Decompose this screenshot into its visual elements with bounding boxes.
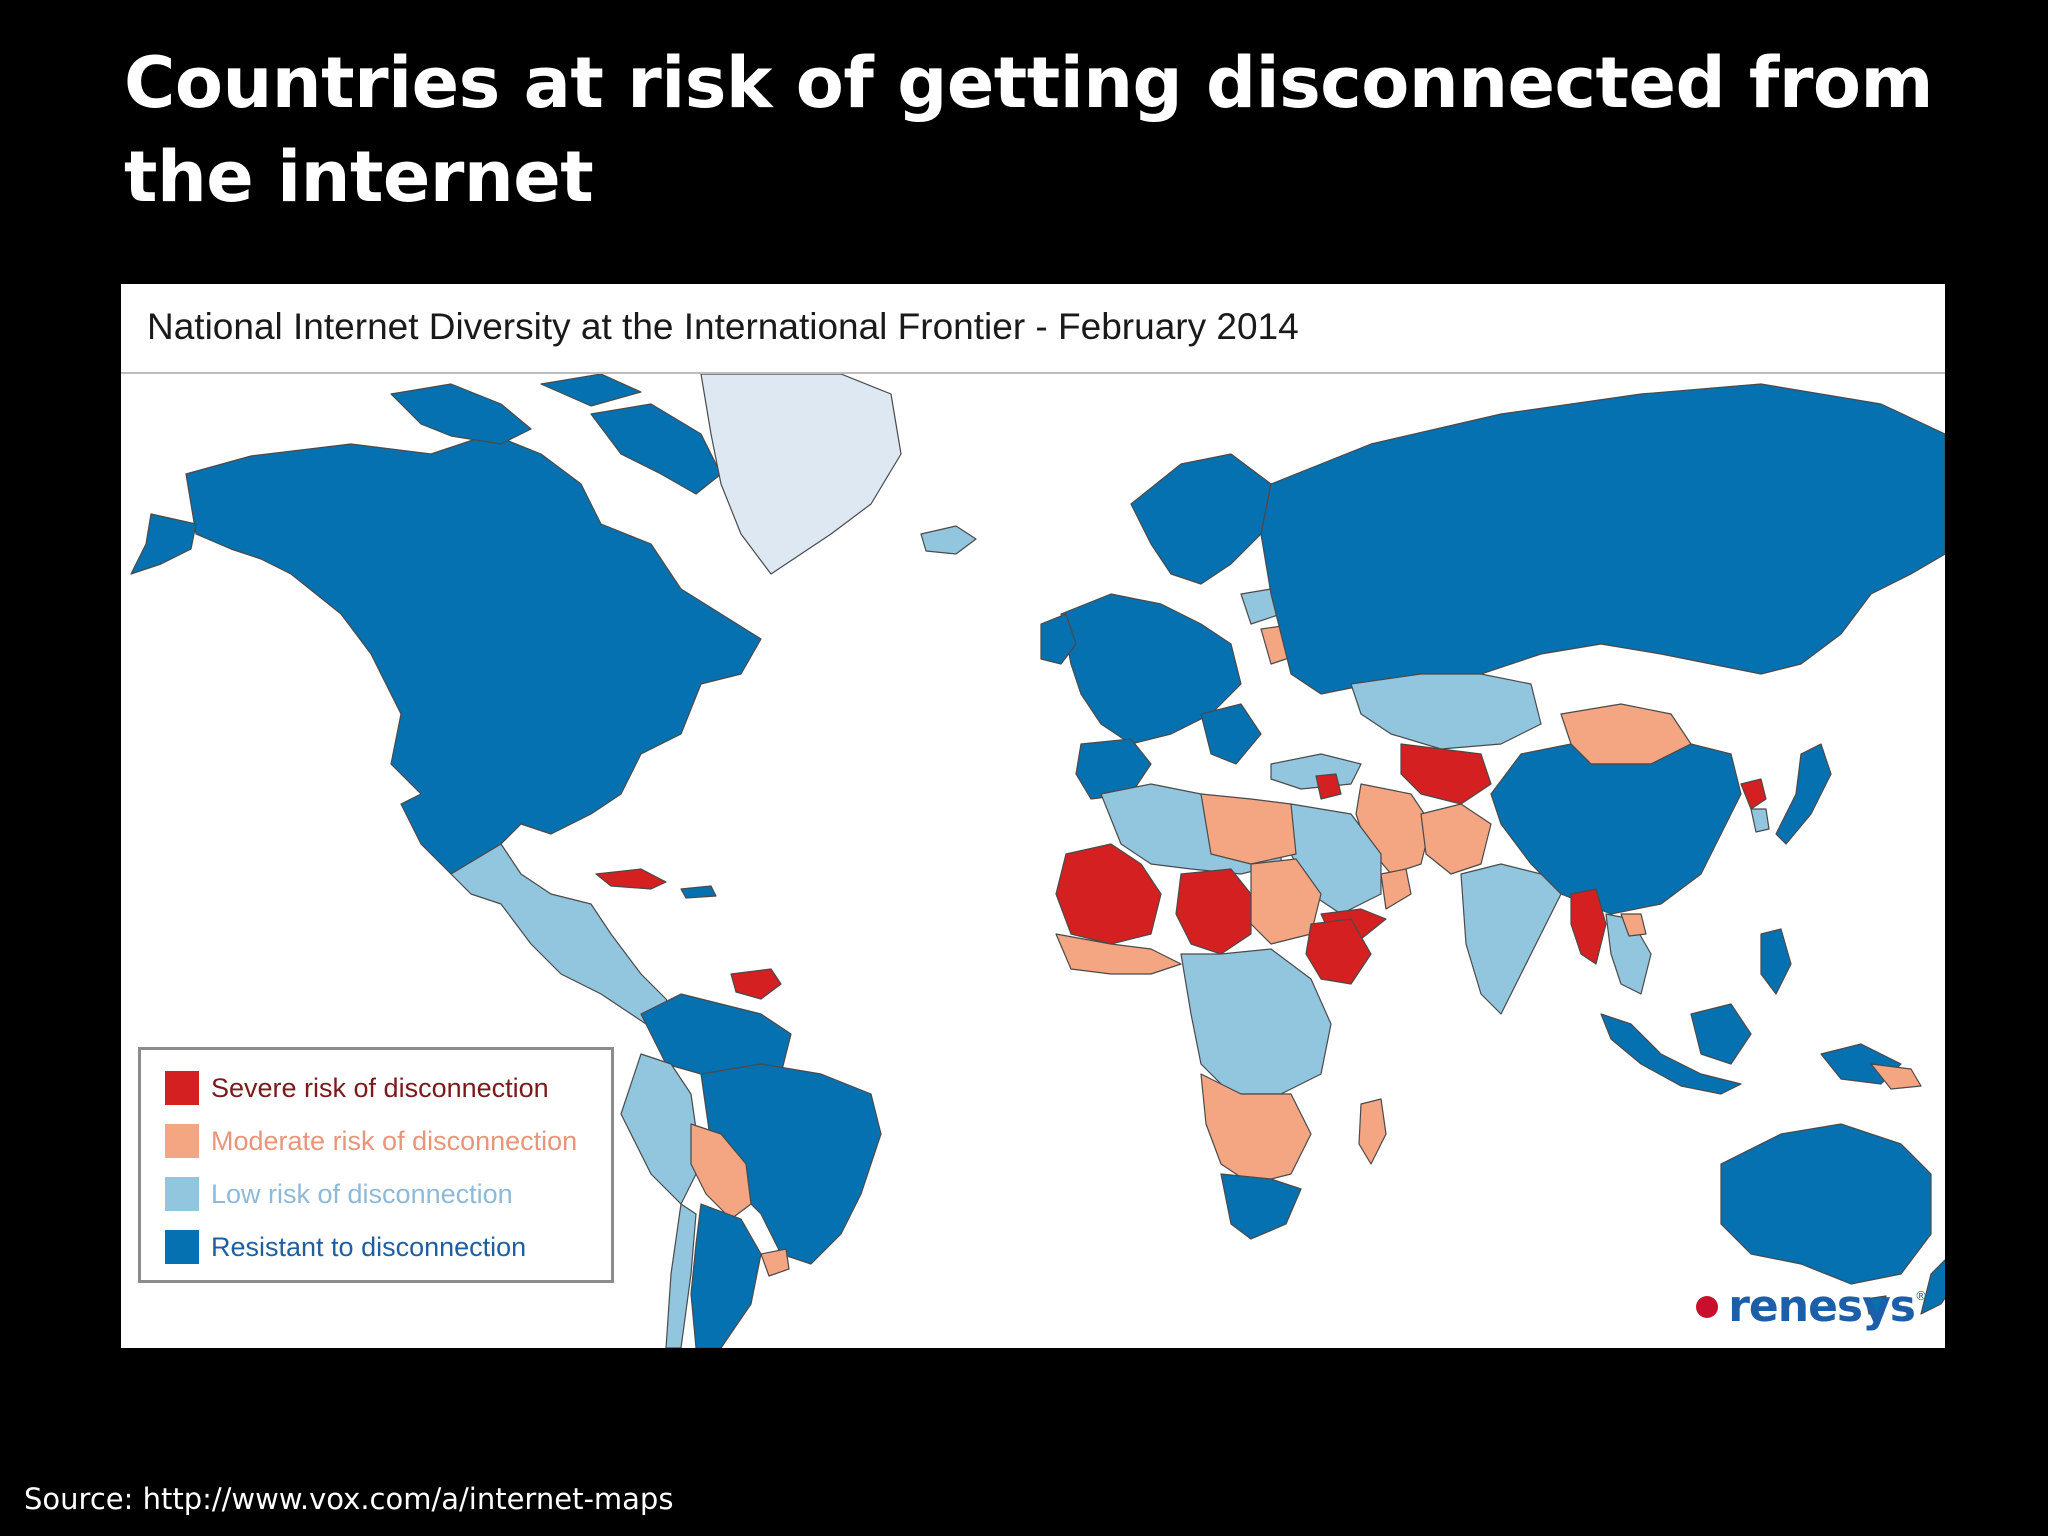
region-greenland — [700, 374, 902, 575]
legend-item-severe: Severe risk of disconnection — [165, 1068, 549, 1108]
region-myanmar — [1570, 888, 1607, 965]
logo-dot-icon — [1696, 1295, 1719, 1318]
region-png — [1870, 1063, 1922, 1090]
region-hispaniola — [680, 885, 717, 899]
region-southern-africa — [1200, 1073, 1312, 1185]
region-central-africa — [1180, 948, 1332, 1095]
region-borneo — [1690, 1003, 1752, 1065]
legend-item-moderate: Moderate risk of disconnection — [165, 1121, 577, 1161]
legend-item-low: Low risk of disconnection — [165, 1174, 513, 1214]
map-heading: National Internet Diversity at the Inter… — [147, 306, 1299, 347]
region-laos — [1620, 913, 1647, 937]
region-balkans — [1200, 703, 1262, 765]
region-arctic-islands — [390, 383, 532, 445]
legend-label-severe: Severe risk of disconnection — [211, 1072, 549, 1103]
source-citation: Source: http://www.vox.com/a/internet-ma… — [24, 1482, 674, 1516]
region-west-africa-severe — [1055, 843, 1162, 945]
region-afghanistan-pakistan — [1420, 803, 1492, 875]
region-central-asia-severe — [1400, 743, 1492, 805]
legend-label-moderate: Moderate risk of disconnection — [211, 1125, 578, 1156]
legend-swatch-severe — [165, 1071, 199, 1105]
region-guyanas — [730, 968, 782, 1000]
world-map — [130, 374, 1945, 1348]
region-argentina — [690, 1203, 762, 1348]
region-china — [1490, 743, 1742, 915]
region-cuba — [595, 868, 667, 890]
renesys-logo: renesys ® — [1696, 1281, 1927, 1332]
region-ecuador-peru — [620, 1053, 702, 1205]
legend-swatch-moderate — [165, 1124, 199, 1158]
region-south-korea — [1750, 808, 1770, 833]
legend-swatch-resistant — [165, 1230, 199, 1264]
region-ethiopia — [1305, 918, 1372, 985]
region-chile — [665, 1203, 697, 1348]
region-uk — [1040, 613, 1077, 665]
slide-title: Countries at risk of getting disconnecte… — [124, 42, 1933, 218]
region-baffin-island — [590, 403, 722, 495]
region-russia — [1260, 383, 1945, 695]
region-syria — [1315, 773, 1342, 800]
region-japan — [1775, 743, 1832, 845]
region-turkey — [1270, 753, 1362, 790]
legend-item-resistant: Resistant to disconnection — [165, 1227, 526, 1267]
map-header: National Internet Diversity at the Inter… — [121, 284, 1945, 374]
legend-label-resistant: Resistant to disconnection — [211, 1231, 527, 1262]
region-iceland — [920, 525, 977, 555]
legend-label-low: Low risk of disconnection — [211, 1178, 513, 1209]
region-philippines — [1760, 928, 1792, 995]
region-north-korea — [1740, 778, 1767, 810]
region-sumatra-java — [1600, 1013, 1742, 1095]
region-kazakhstan — [1350, 673, 1542, 750]
region-libya-egypt — [1200, 793, 1297, 865]
legend-swatch-low — [165, 1177, 199, 1211]
region-colombia-venezuela — [640, 993, 792, 1085]
region-south-africa — [1220, 1173, 1302, 1240]
region-uruguay — [760, 1248, 790, 1277]
region-madagascar — [1358, 1098, 1387, 1165]
logo-wordmark: renesys — [1728, 1281, 1916, 1332]
map-legend: Severe risk of disconnection Moderate ri… — [138, 1047, 614, 1283]
region-ellesmere — [540, 374, 642, 407]
region-australia — [1720, 1123, 1932, 1285]
region-alaska-peninsula — [130, 513, 197, 575]
region-new-zealand-south — [1920, 1259, 1945, 1315]
logo-registered-mark: ® — [1915, 1289, 1927, 1303]
region-bolivia-paraguay — [690, 1123, 752, 1220]
region-scandinavia — [1130, 453, 1272, 585]
map-figure: National Internet Diversity at the Inter… — [121, 284, 1945, 1348]
region-north-america — [185, 433, 762, 875]
region-sahel-severe — [1175, 868, 1252, 955]
region-tasmania — [1865, 1295, 1887, 1315]
region-india — [1460, 863, 1562, 1015]
region-west-africa-coast — [1055, 933, 1182, 975]
region-oman — [1380, 868, 1412, 910]
